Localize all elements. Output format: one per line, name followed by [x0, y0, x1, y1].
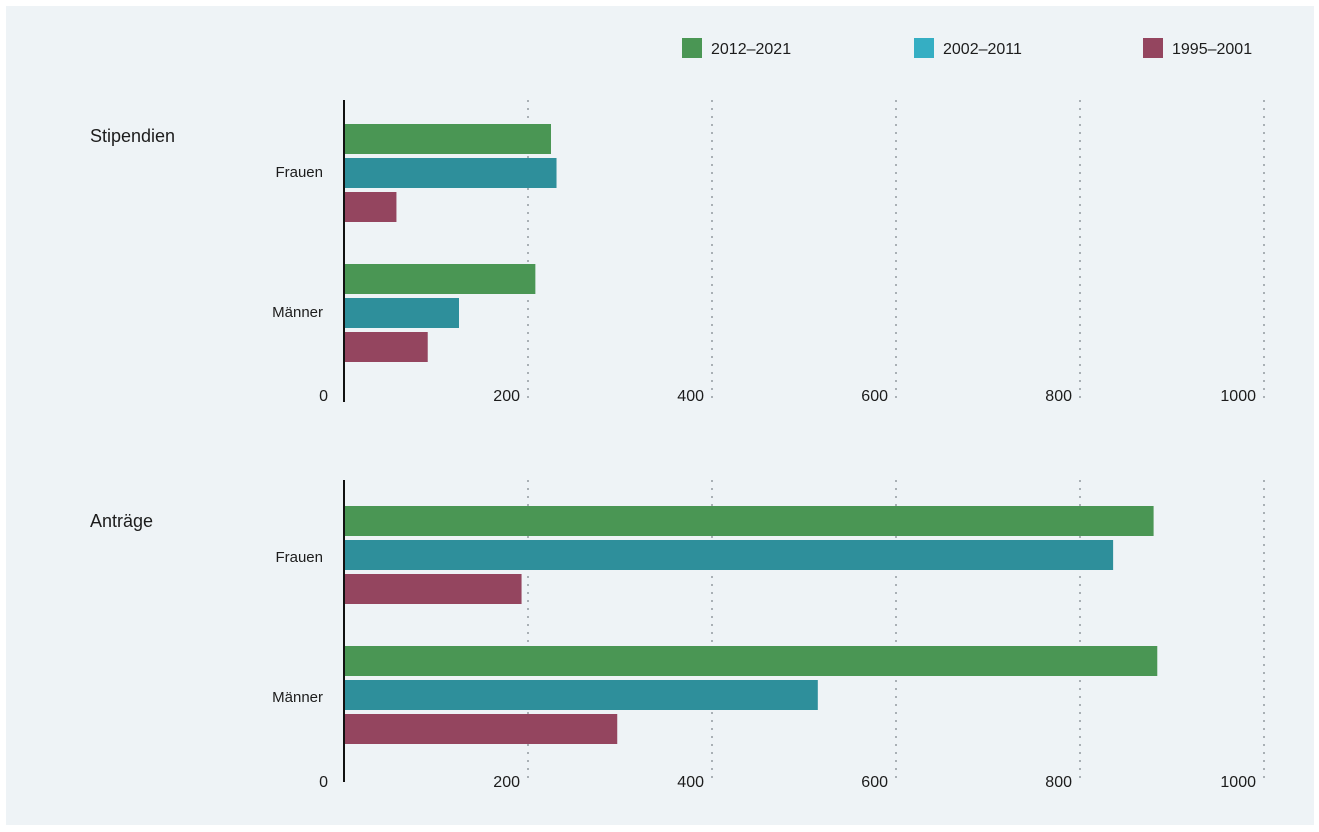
legend-item: 2012–2021	[682, 38, 791, 58]
tick-label: 400	[677, 774, 704, 791]
legend-item: 2002–2011	[914, 38, 1022, 58]
legend-swatch	[1143, 38, 1163, 58]
bar	[344, 124, 551, 154]
tick-label: 800	[1045, 774, 1072, 791]
category-label: Männer	[272, 304, 323, 321]
tick-label: 0	[319, 774, 328, 791]
tick-label: 200	[493, 774, 520, 791]
group-title: Stipendien	[90, 126, 175, 146]
bar	[344, 646, 1158, 676]
bar	[344, 192, 397, 222]
bar	[344, 714, 618, 744]
chart-group: Stipendien Frauen Männer 0 200 400 600 800 1000	[90, 100, 1265, 405]
chart-group: Anträge Frauen Männer 0 200 400 600 800 1000	[90, 480, 1265, 791]
legend-swatch	[914, 38, 934, 58]
category-label: Männer	[272, 689, 323, 706]
legend: 2012–2021 2002–2011 1995–2001	[682, 38, 1252, 58]
legend-label: 2002–2011	[943, 41, 1022, 58]
tick-label: 400	[677, 388, 704, 405]
tick-label: 1000	[1220, 388, 1256, 405]
bar	[344, 680, 818, 710]
legend-label: 1995–2001	[1172, 41, 1252, 58]
category-label: Frauen	[275, 549, 323, 566]
category-label: Frauen	[275, 164, 323, 181]
tick-label: 600	[861, 388, 888, 405]
bar	[344, 574, 522, 604]
tick-label: 600	[861, 774, 888, 791]
bar	[344, 264, 536, 294]
legend-swatch	[682, 38, 702, 58]
bar	[344, 506, 1154, 536]
group-title: Anträge	[90, 511, 153, 531]
bar	[344, 158, 557, 188]
bar	[344, 332, 428, 362]
bar	[344, 540, 1114, 570]
legend-item: 1995–2001	[1143, 38, 1252, 58]
tick-label: 200	[493, 388, 520, 405]
legend-label: 2012–2021	[711, 41, 791, 58]
tick-label: 1000	[1220, 774, 1256, 791]
tick-label: 0	[319, 388, 328, 405]
tick-label: 800	[1045, 388, 1072, 405]
bar	[344, 298, 459, 328]
